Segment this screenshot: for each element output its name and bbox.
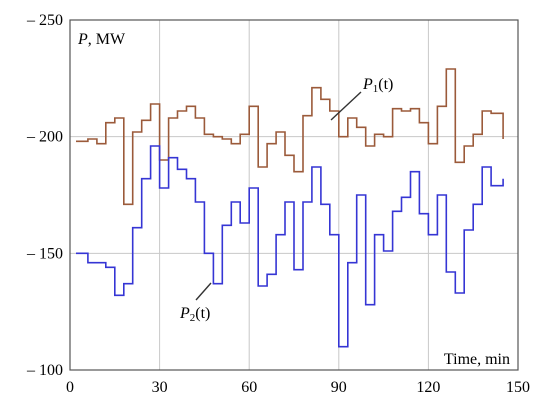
series-1-label: P1(t) [362,76,393,95]
series-2-leader-line [195,282,212,301]
x-tick-label: 60 [241,379,257,396]
series-line-1 [76,68,504,206]
y-axis-label: P, MW [77,31,126,48]
x-tick-label: 90 [331,379,347,396]
x-axis-label: Time, min [444,351,510,368]
y-tick-label: – 250 [26,12,63,29]
x-tick-label: 30 [152,379,168,396]
series-labels: P1(t) P2(t) [179,76,393,324]
y-axis-symbol: P [77,31,88,48]
y-tick-label: – 100 [26,362,63,379]
y-tick-label: – 150 [26,245,63,262]
x-tick-label: 150 [506,379,530,396]
plot-frame [69,19,519,371]
series-1-leader-line [330,91,362,121]
y-axis-unit: , MW [88,31,126,48]
x-tick-label: 120 [416,379,440,396]
y-tick-label: – 200 [26,129,63,146]
tick-labels: 0 30 60 90 120 150 – 100 – 150 – 200 – 250 [26,12,530,396]
x-tick-label: 0 [66,379,74,396]
series-line-2 [76,145,504,348]
grid-lines [70,20,518,370]
series-lines [76,68,504,348]
series-2-label: P2(t) [179,305,210,324]
